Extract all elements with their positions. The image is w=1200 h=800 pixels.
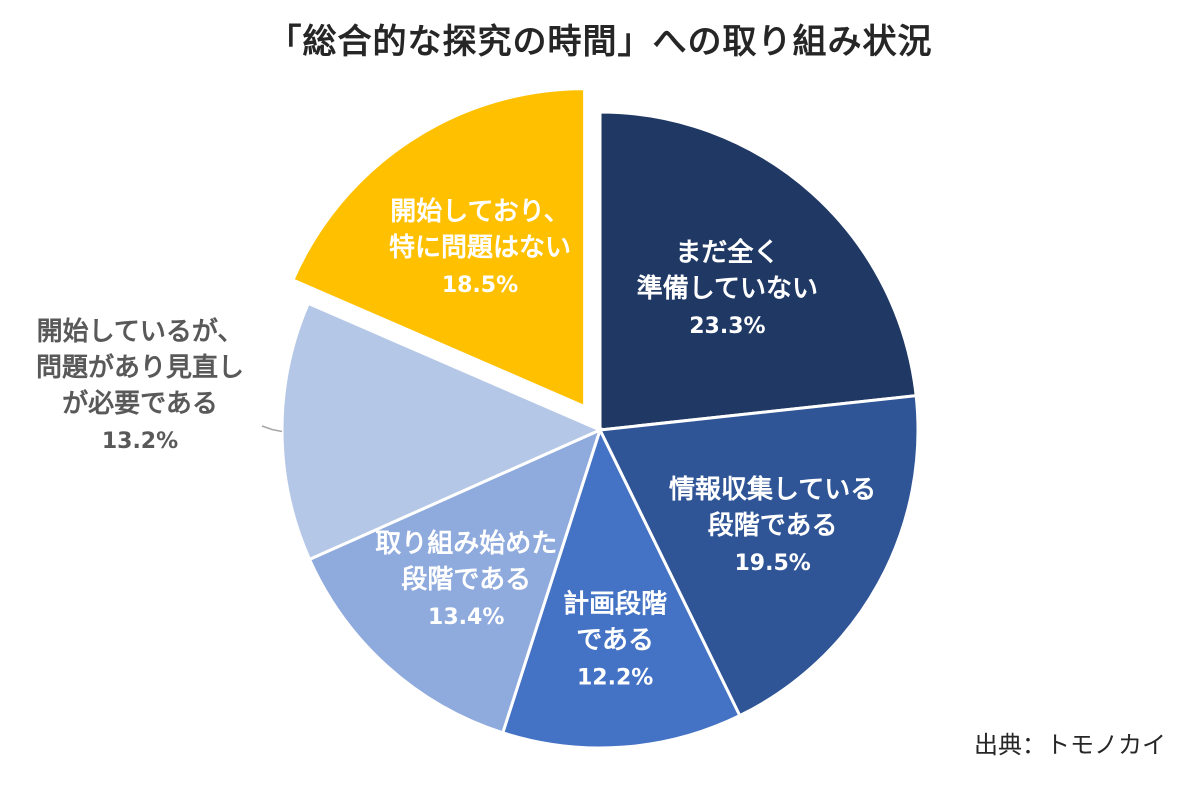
slice-label-line: 段階である — [401, 564, 531, 595]
slice-label-line: が必要である — [62, 388, 218, 419]
slice-value-label: 13.2% — [102, 429, 178, 454]
slice-label-5: 開始しているが、問題があり見直しが必要である 13.2% — [36, 316, 244, 454]
slice-label-1: まだ全く準備していない 23.3% — [637, 237, 818, 339]
pie-slice-2 — [597, 393, 920, 718]
pie-slice-1 — [598, 110, 918, 432]
slice-label-line: 情報収集している — [669, 474, 876, 505]
leader-lines — [261, 425, 283, 433]
slice-label-3: 計画段階である 12.2% — [563, 588, 667, 690]
slice-labels: まだ全く準備していない 23.3%情報収集している段階である 19.5%計画段階であ… — [36, 197, 876, 690]
slice-label-line: 準備していない — [637, 273, 818, 304]
leader-line — [261, 425, 283, 433]
slice-label-line: 問題があり見直し — [36, 352, 244, 383]
slice-label-2: 情報収集している段階である 19.5% — [669, 474, 876, 576]
source-note: 出典：トモノカイ — [974, 731, 1166, 759]
slice-value-label: 13.4% — [428, 605, 504, 630]
pie-slice-6 — [290, 87, 587, 409]
pie-slices — [280, 87, 920, 750]
slice-label-line: まだ全く — [675, 237, 779, 268]
slice-value-label: 19.5% — [735, 551, 811, 576]
slice-value-label: 23.3% — [689, 314, 765, 339]
slice-value-label: 18.5% — [442, 273, 518, 298]
pie-slice-4 — [307, 427, 603, 735]
slice-value-label: 12.2% — [577, 665, 653, 690]
slice-label-line: 取り組み始めた — [375, 528, 557, 559]
chart-title: 「総合的な探究の時間」への取り組み状況 — [267, 22, 933, 62]
slice-label-line: 開始しているが、 — [37, 316, 244, 347]
slice-label-line: 計画段階 — [563, 588, 667, 619]
slice-label-line: 段階である — [708, 510, 838, 541]
pie-slice-3 — [500, 425, 742, 750]
slice-label-line: 特に問題はない — [389, 232, 571, 263]
slice-label-6: 開始しており、特に問題はない 18.5% — [389, 197, 571, 298]
slice-label-line: 開始しており、 — [390, 197, 569, 227]
slice-label-line: である — [576, 625, 654, 655]
slice-label-4: 取り組み始めた段階である 13.4% — [375, 528, 557, 630]
